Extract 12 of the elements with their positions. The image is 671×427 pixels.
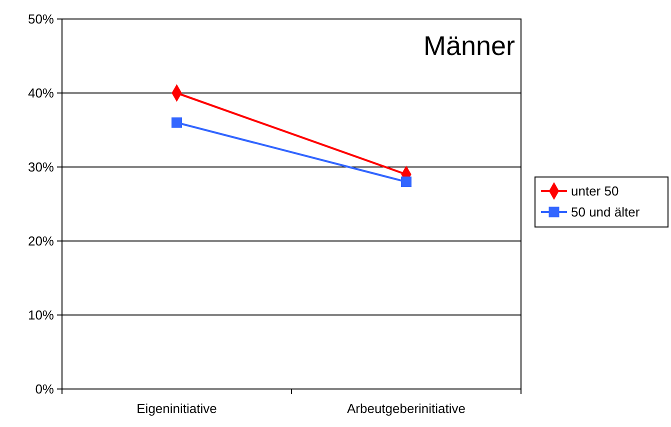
- y-tick-label: 20%: [28, 234, 54, 249]
- point: [172, 117, 182, 128]
- legend-label: 50 und älter: [571, 204, 640, 220]
- chart-title: Männer: [423, 31, 516, 61]
- y-tick-label: 40%: [28, 86, 54, 101]
- x-tick-label: Arbeutgeberinitiative: [346, 401, 466, 416]
- y-tick-label: 30%: [28, 160, 54, 175]
- x-tick-label: Eigeninitiative: [136, 401, 217, 416]
- y-tick-label: 0%: [35, 382, 54, 397]
- legend-label: unter 50: [571, 184, 619, 199]
- y-tick-label: 10%: [28, 308, 54, 323]
- y-tick-label: 50%: [28, 12, 54, 27]
